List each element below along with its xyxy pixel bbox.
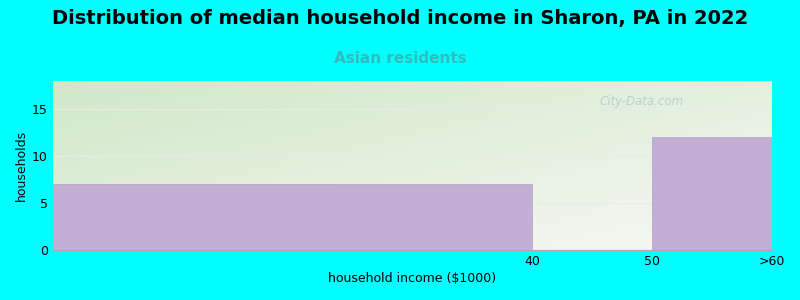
- Bar: [652, 137, 772, 250]
- Bar: [53, 184, 532, 250]
- Text: Asian residents: Asian residents: [334, 51, 466, 66]
- Y-axis label: households: households: [15, 130, 28, 201]
- Text: Distribution of median household income in Sharon, PA in 2022: Distribution of median household income …: [52, 9, 748, 28]
- Text: City-Data.com: City-Data.com: [599, 94, 683, 107]
- X-axis label: household income ($1000): household income ($1000): [328, 272, 497, 285]
